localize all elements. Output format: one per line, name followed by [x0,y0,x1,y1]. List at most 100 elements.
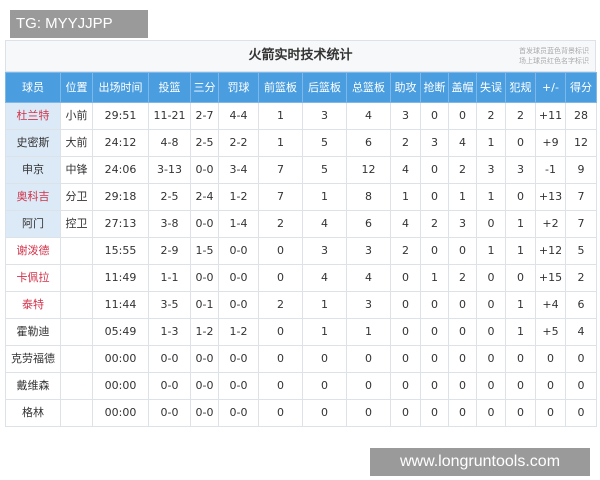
stat-cell: 0-0 [218,237,259,265]
stat-cell: 6 [565,291,597,319]
stat-cell: 0-0 [190,372,219,400]
stat-cell: 2 [448,156,477,184]
stat-cell: 2-5 [148,183,191,211]
stat-cell: 0 [476,372,506,400]
stat-cell: 1 [258,102,303,130]
stat-cell: 0-0 [218,372,259,400]
stat-cell [60,291,93,319]
stat-cell: 0-0 [190,210,219,238]
stat-cell: 5 [565,237,597,265]
stat-cell: 0-0 [218,291,259,319]
stat-cell: 27:13 [92,210,149,238]
stat-cell: 0 [420,291,449,319]
stat-cell: 0 [420,156,449,184]
stat-cell: 0 [505,129,536,157]
table-row: 谢泼德 15:55 2-9 1-5 0-0 0 3 3 2 0 0 1 1 +12 5 [5,237,597,265]
stat-cell: 4 [302,264,347,292]
stat-cell: 0 [448,291,477,319]
stat-cell: 00:00 [92,345,149,373]
column-header: 后篮板 [302,72,347,103]
stat-cell [60,264,93,292]
player-name: 霍勒迪 [5,318,61,346]
stat-cell: 0-0 [190,264,219,292]
player-name: 史密斯 [5,129,61,157]
table-row: 格林 00:00 0-0 0-0 0-0 0 0 0 0 0 0 0 0 0 0 [5,399,597,427]
stat-cell: 3-13 [148,156,191,184]
stat-cell: 小前 [60,102,93,130]
stat-cell: 0 [448,372,477,400]
table-row: 奥科吉 分卫 29:18 2-5 2-4 1-2 7 1 8 1 0 1 1 0 +13 7 [5,183,597,211]
stat-cell: 0-0 [190,156,219,184]
stat-cell: 0 [505,345,536,373]
stat-cell: +5 [535,318,566,346]
stat-cell: 0-0 [148,399,191,427]
stat-cell: 控卫 [60,210,93,238]
stat-cell: 0 [258,399,303,427]
stat-cell: 1-4 [218,210,259,238]
stat-cell: 0 [258,264,303,292]
stat-cell [60,399,93,427]
stat-cell: 1-2 [190,318,219,346]
column-header: +/- [535,72,566,103]
stat-cell: 0 [420,372,449,400]
stat-cell: 7 [565,183,597,211]
stat-cell: 0 [535,345,566,373]
stat-cell: 0 [420,102,449,130]
stat-cell: 0 [448,345,477,373]
column-header: 盖帽 [448,72,477,103]
stat-cell: 1 [302,291,347,319]
table-title: 火箭实时技术统计 [248,48,353,63]
stat-cell [60,318,93,346]
stat-cell: 2-4 [190,183,219,211]
stat-cell: 0 [346,372,391,400]
stat-cell: 9 [565,156,597,184]
stat-cell: 1 [505,291,536,319]
stat-cell: -1 [535,156,566,184]
player-name: 阿门 [5,210,61,238]
stat-cell: 3 [476,156,506,184]
stat-cell: 0 [565,345,597,373]
legend: 首发球员蓝色背景标识 场上球员红色名字标识 [519,46,589,66]
stat-cell: +2 [535,210,566,238]
stat-cell: 3-5 [148,291,191,319]
stat-cell: 5 [302,156,347,184]
stat-cell: 1-2 [218,183,259,211]
stat-cell: 0 [390,264,421,292]
stat-cell: 0 [476,291,506,319]
stat-cell: 0 [302,345,347,373]
box-score-table: 球员 位置 出场时间 投篮 三分 罚球 前篮板 后篮板 总篮板 助攻 抢断 盖帽 失误 犯规 +/- 得分 杜… [5,72,597,427]
stat-cell: 2 [505,102,536,130]
header-row: 球员 位置 出场时间 投篮 三分 罚球 前篮板 后篮板 总篮板 助攻 抢断 盖帽 失误 犯规 +/- 得分 [5,72,597,103]
stat-cell: 0 [476,264,506,292]
stat-cell: 0 [302,399,347,427]
table-row: 克劳福德 00:00 0-0 0-0 0-0 0 0 0 0 0 0 0 0 0 0 [5,345,597,373]
stat-cell: +12 [535,237,566,265]
stat-cell: 3 [302,102,347,130]
stat-cell: 0 [505,183,536,211]
column-header: 位置 [60,72,93,103]
stat-cell: 2-5 [190,129,219,157]
stat-cell: 4 [565,318,597,346]
stat-cell: 1-5 [190,237,219,265]
player-name: 泰特 [5,291,61,319]
stat-cell: 0 [420,237,449,265]
stat-cell: 5 [302,129,347,157]
stat-cell: 3 [505,156,536,184]
stat-cell: 12 [346,156,391,184]
stat-cell: 1 [476,129,506,157]
stat-cell: 0 [258,318,303,346]
stat-cell: 3 [302,237,347,265]
stat-cell: 1 [476,183,506,211]
stat-cell: 0 [448,102,477,130]
stat-cell: 0-0 [148,372,191,400]
table-row: 史密斯 大前 24:12 4-8 2-5 2-2 1 5 6 2 3 4 1 0 +9 12 [5,129,597,157]
stat-cell: 0 [448,318,477,346]
stat-cell: 2 [476,102,506,130]
stat-cell: 2-2 [218,129,259,157]
player-name: 格林 [5,399,61,427]
column-header: 抢断 [420,72,449,103]
stat-cell: 0 [505,264,536,292]
stat-cell: +13 [535,183,566,211]
stat-cell: 3 [346,291,391,319]
stat-cell: 2 [390,237,421,265]
